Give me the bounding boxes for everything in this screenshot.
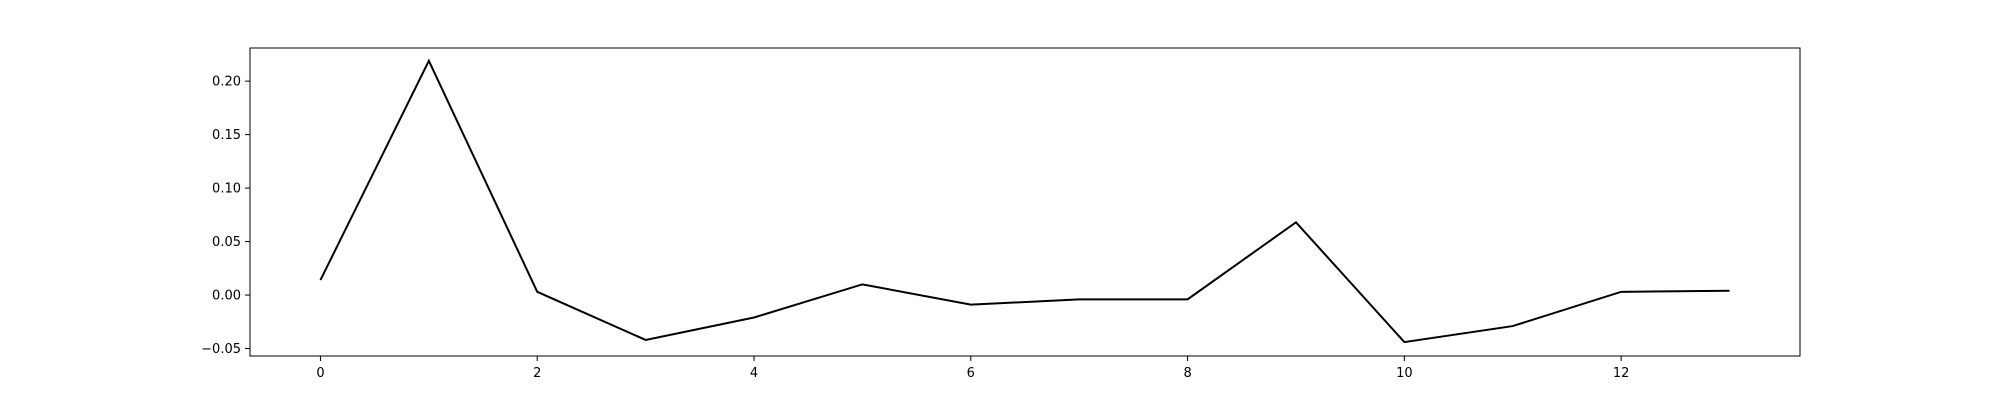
x-tick-label: 8 xyxy=(1183,366,1191,381)
x-tick-label: 10 xyxy=(1396,366,1413,381)
y-tick-label: 0.05 xyxy=(212,235,241,250)
x-tick-label: 6 xyxy=(967,366,975,381)
x-axis: 0 2 4 6 8 10 12 xyxy=(316,356,1629,381)
y-tick-label: 0.10 xyxy=(212,182,241,197)
x-tick-label: 0 xyxy=(316,366,324,381)
x-tick-label: 2 xyxy=(533,366,541,381)
y-tick-label: −0.05 xyxy=(201,342,241,357)
y-tick-label: 0.00 xyxy=(212,289,241,304)
x-tick-label: 12 xyxy=(1613,366,1630,381)
y-tick-label: 0.20 xyxy=(212,75,241,90)
y-tick-label: 0.15 xyxy=(212,128,241,143)
series-line xyxy=(319,58,1730,344)
x-tick-label: 4 xyxy=(750,366,758,381)
plot-area xyxy=(249,47,1801,357)
series-layer xyxy=(319,58,1730,344)
y-axis: −0.05 0.00 0.05 0.10 0.15 0.20 xyxy=(201,75,250,357)
